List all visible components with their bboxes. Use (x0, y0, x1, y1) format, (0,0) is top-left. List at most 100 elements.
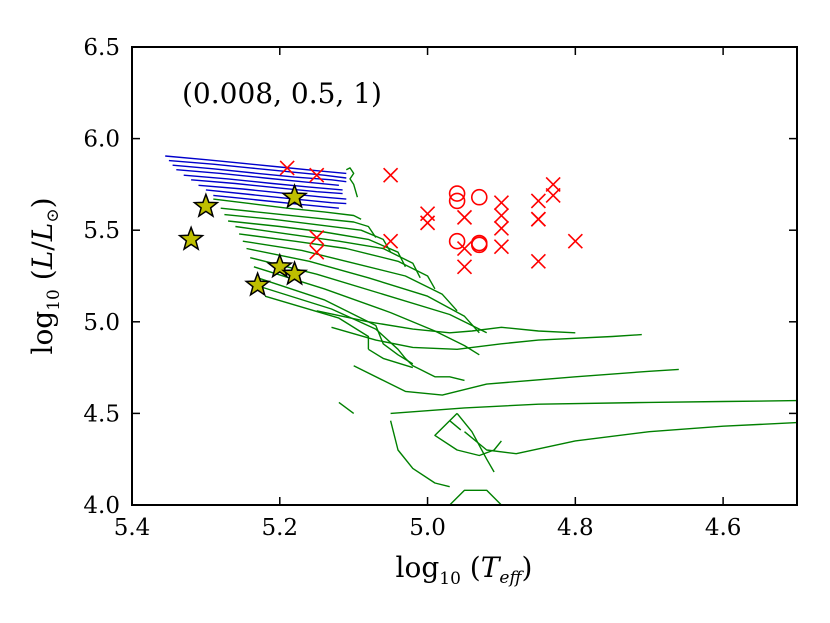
y-tick-label: 5.5 (83, 218, 120, 244)
red-cross-marker (545, 187, 561, 203)
cross-stroke (493, 239, 510, 255)
green-evolution-track (239, 233, 436, 290)
green-evolution-track (316, 310, 576, 334)
red-cross-marker (456, 209, 473, 225)
yellow-star-marker (281, 183, 309, 209)
cross-stroke (530, 193, 546, 209)
blue-evolution-track (213, 194, 339, 209)
cross-stroke (456, 259, 473, 275)
green-evolution-track (456, 412, 495, 473)
x-tick-label: 5.0 (409, 515, 446, 541)
cross-stroke (545, 187, 561, 203)
x-tick-label: 4.8 (557, 515, 594, 541)
green-evolution-track (246, 247, 480, 334)
cross-stroke (279, 160, 295, 176)
y-tick-label: 4.5 (83, 401, 120, 427)
red-cross-marker (567, 233, 583, 249)
y-tick-label: 5.0 (83, 310, 120, 336)
plot-frame (131, 46, 798, 506)
x-tick-label: 4.6 (705, 515, 742, 541)
red-cross-marker (530, 253, 546, 269)
green-evolution-track (242, 240, 458, 312)
x-tick-label: 5.2 (261, 515, 298, 541)
red-cross-marker (530, 211, 546, 227)
red-cross-marker (279, 160, 295, 176)
green-evolution-track (224, 213, 392, 253)
y-axis-title: log10 (L/L⊙) (26, 197, 64, 354)
cross-stroke (545, 176, 561, 192)
green-evolution-track (449, 489, 502, 505)
yellow-star-marker (266, 252, 294, 279)
red-circle-marker (448, 192, 466, 210)
blue-evolution-track (172, 164, 347, 183)
red-cross-marker (383, 233, 399, 249)
red-circle-marker (448, 232, 466, 250)
blue-evolution-track (176, 169, 339, 186)
red-cross-marker (383, 167, 399, 183)
cross-stroke (383, 167, 399, 183)
green-evolution-track (345, 167, 359, 198)
green-evolution-track (228, 220, 407, 268)
green-evolution-track (368, 348, 414, 369)
red-cross-marker (309, 167, 325, 183)
yellow-star-marker (192, 192, 220, 218)
y-tick-label: 6.5 (83, 35, 120, 61)
green-evolution-track (449, 420, 462, 431)
red-cross-marker (456, 240, 473, 257)
green-evolution-track (434, 412, 502, 457)
blue-evolution-track (191, 179, 343, 195)
blue-evolution-track (183, 174, 343, 191)
green-evolution-track (235, 225, 421, 279)
green-evolution-track (213, 198, 362, 220)
cross-stroke (567, 233, 583, 249)
green-evolution-track (464, 421, 797, 455)
red-cross-marker (493, 207, 510, 224)
green-evolution-track (264, 295, 370, 350)
green-evolution-track (353, 365, 679, 396)
cross-stroke (530, 211, 546, 227)
cross-stroke (309, 244, 325, 260)
cross-stroke (493, 220, 510, 236)
green-evolution-track (261, 286, 465, 382)
yellow-star-marker (177, 225, 205, 251)
x-tick-label: 5.4 (114, 515, 151, 541)
red-cross-marker (309, 244, 325, 260)
green-evolution-track (389, 420, 450, 488)
tracks-layer (165, 155, 797, 505)
blue-evolution-track (168, 159, 347, 179)
red-circle-marker (470, 188, 488, 206)
cross-stroke (309, 229, 325, 246)
red-cross-marker (456, 259, 473, 275)
cross-stroke (456, 209, 473, 225)
red-cross-marker (493, 239, 510, 255)
cross-stroke (383, 233, 399, 249)
cross-stroke (493, 207, 510, 224)
red-cross-marker (309, 229, 325, 246)
cross-stroke (530, 253, 546, 269)
yellow-star-marker (244, 270, 272, 297)
markers-layer (177, 160, 583, 297)
red-cross-marker (493, 195, 510, 211)
cross-stroke (419, 215, 436, 231)
green-evolution-track (338, 401, 355, 414)
green-evolution-track (331, 326, 642, 350)
cross-stroke (493, 195, 510, 211)
red-cross-marker (419, 215, 436, 231)
tick-labels-layer: 5.4 5.2 5.0 4.8 4.6 4.0 4.5 5.0 5.5 6.0 6.5 (83, 35, 741, 541)
red-circle-marker (448, 185, 466, 202)
cross-stroke (309, 167, 325, 183)
yellow-star-marker (281, 260, 309, 286)
y-tick-label: 4.0 (83, 493, 120, 519)
red-cross-marker (530, 193, 546, 209)
red-circle-marker (470, 236, 488, 254)
green-evolution-track (253, 266, 480, 356)
cross-stroke (456, 240, 473, 257)
red-cross-marker (493, 220, 510, 236)
chart-annotation: (0.008, 0.5, 1) (182, 77, 382, 110)
green-evolution-track (257, 277, 414, 365)
green-evolution-track (220, 207, 377, 238)
y-tick-label: 6.0 (83, 127, 120, 153)
red-cross-marker (545, 176, 561, 192)
